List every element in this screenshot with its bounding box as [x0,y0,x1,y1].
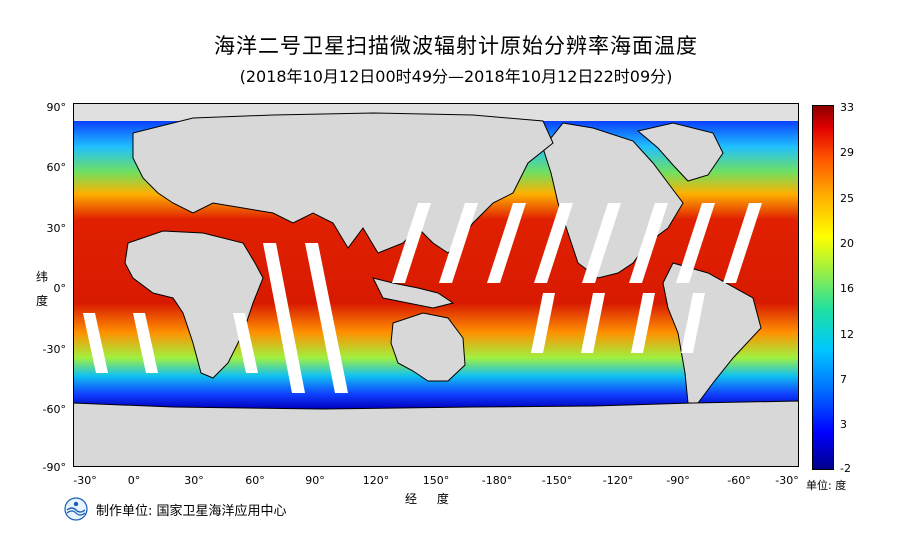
orbit-gap-12 [133,313,158,373]
colorbar [812,105,834,470]
orbit-gap-5 [487,203,526,283]
y-axis-title-char1: 纬 [36,270,49,284]
nsoas-logo-icon [64,497,88,521]
x-tick-label: 60° [245,474,265,487]
australia-landmass [390,312,466,382]
colorbar-tick-label: 7 [840,373,847,386]
colorbar-unit: 单位: 度 [806,479,847,492]
x-axis-title: 经 度 [405,492,457,506]
producer-credit: 制作单位: 国家卫星海洋应用中心 [64,496,287,522]
y-tick-label: -30° [42,343,66,356]
orbit-gap-7 [582,203,621,283]
y-tick-label: 90° [46,101,67,114]
y-tick-label: 30° [46,222,67,235]
orbit-gap-10 [723,203,762,283]
colorbar-tick-label: 25 [840,192,854,205]
colorbar-tick-label: -2 [840,462,851,475]
y-tick-label: -90° [42,461,66,474]
antarctica-landmass [73,400,799,467]
orbit-gap-1 [263,243,305,393]
y-tick-label: -60° [42,403,66,416]
x-tick-label: 150° [422,474,450,487]
x-tick-label: -180° [481,474,513,487]
x-tick-label: -120° [602,474,634,487]
x-tick-label: 0° [127,474,141,487]
orbit-gap-3 [392,203,431,283]
x-tick-label: 90° [305,474,325,487]
orbit-gap-9 [676,203,715,283]
x-tick-label: -60° [727,474,751,487]
x-tick-label: 120° [362,474,390,487]
y-tick-label: 0° [53,282,67,295]
africa-landmass [124,230,264,379]
sst-map [73,103,799,467]
colorbar-tick-label: 29 [840,146,854,159]
map-subtitle: (2018年10月12日00时49分—2018年10月12日22时09分) [239,67,673,86]
colorbar-tick-label: 16 [840,282,854,295]
colorbar-tick-label: 12 [840,328,854,341]
orbit-gap-17 [681,293,705,353]
orbit-gap-4 [439,203,478,283]
colorbar-tick-label: 20 [840,237,854,250]
colorbar-tick-label: 33 [840,101,854,114]
orbit-gap-11 [83,313,108,373]
orbit-gap-16 [631,293,655,353]
greenland-landmass [636,122,724,182]
y-tick-label: 60° [46,161,67,174]
x-tick-label: -150° [541,474,573,487]
x-tick-label: -30° [775,474,799,487]
y-axis-title-char2: 度 [36,294,49,308]
orbit-gap-15 [581,293,605,353]
orbit-gap-6 [534,203,573,283]
map-title: 海洋二号卫星扫描微波辐射计原始分辨率海面温度 [214,34,698,58]
map-frame [73,103,799,467]
orbit-gap-14 [531,293,555,353]
producer-text: 制作单位: 国家卫星海洋应用中心 [96,503,287,519]
x-tick-label: -90° [666,474,690,487]
x-tick-label: -30° [73,474,97,487]
x-tick-label: 30° [184,474,204,487]
orbit-gap-13 [233,313,258,373]
orbit-gap-8 [629,203,668,283]
colorbar-tick-label: 3 [840,418,847,431]
eurasia-landmass [132,112,554,254]
maritime-continent-islands [372,277,455,309]
orbit-gap-2 [305,243,348,393]
